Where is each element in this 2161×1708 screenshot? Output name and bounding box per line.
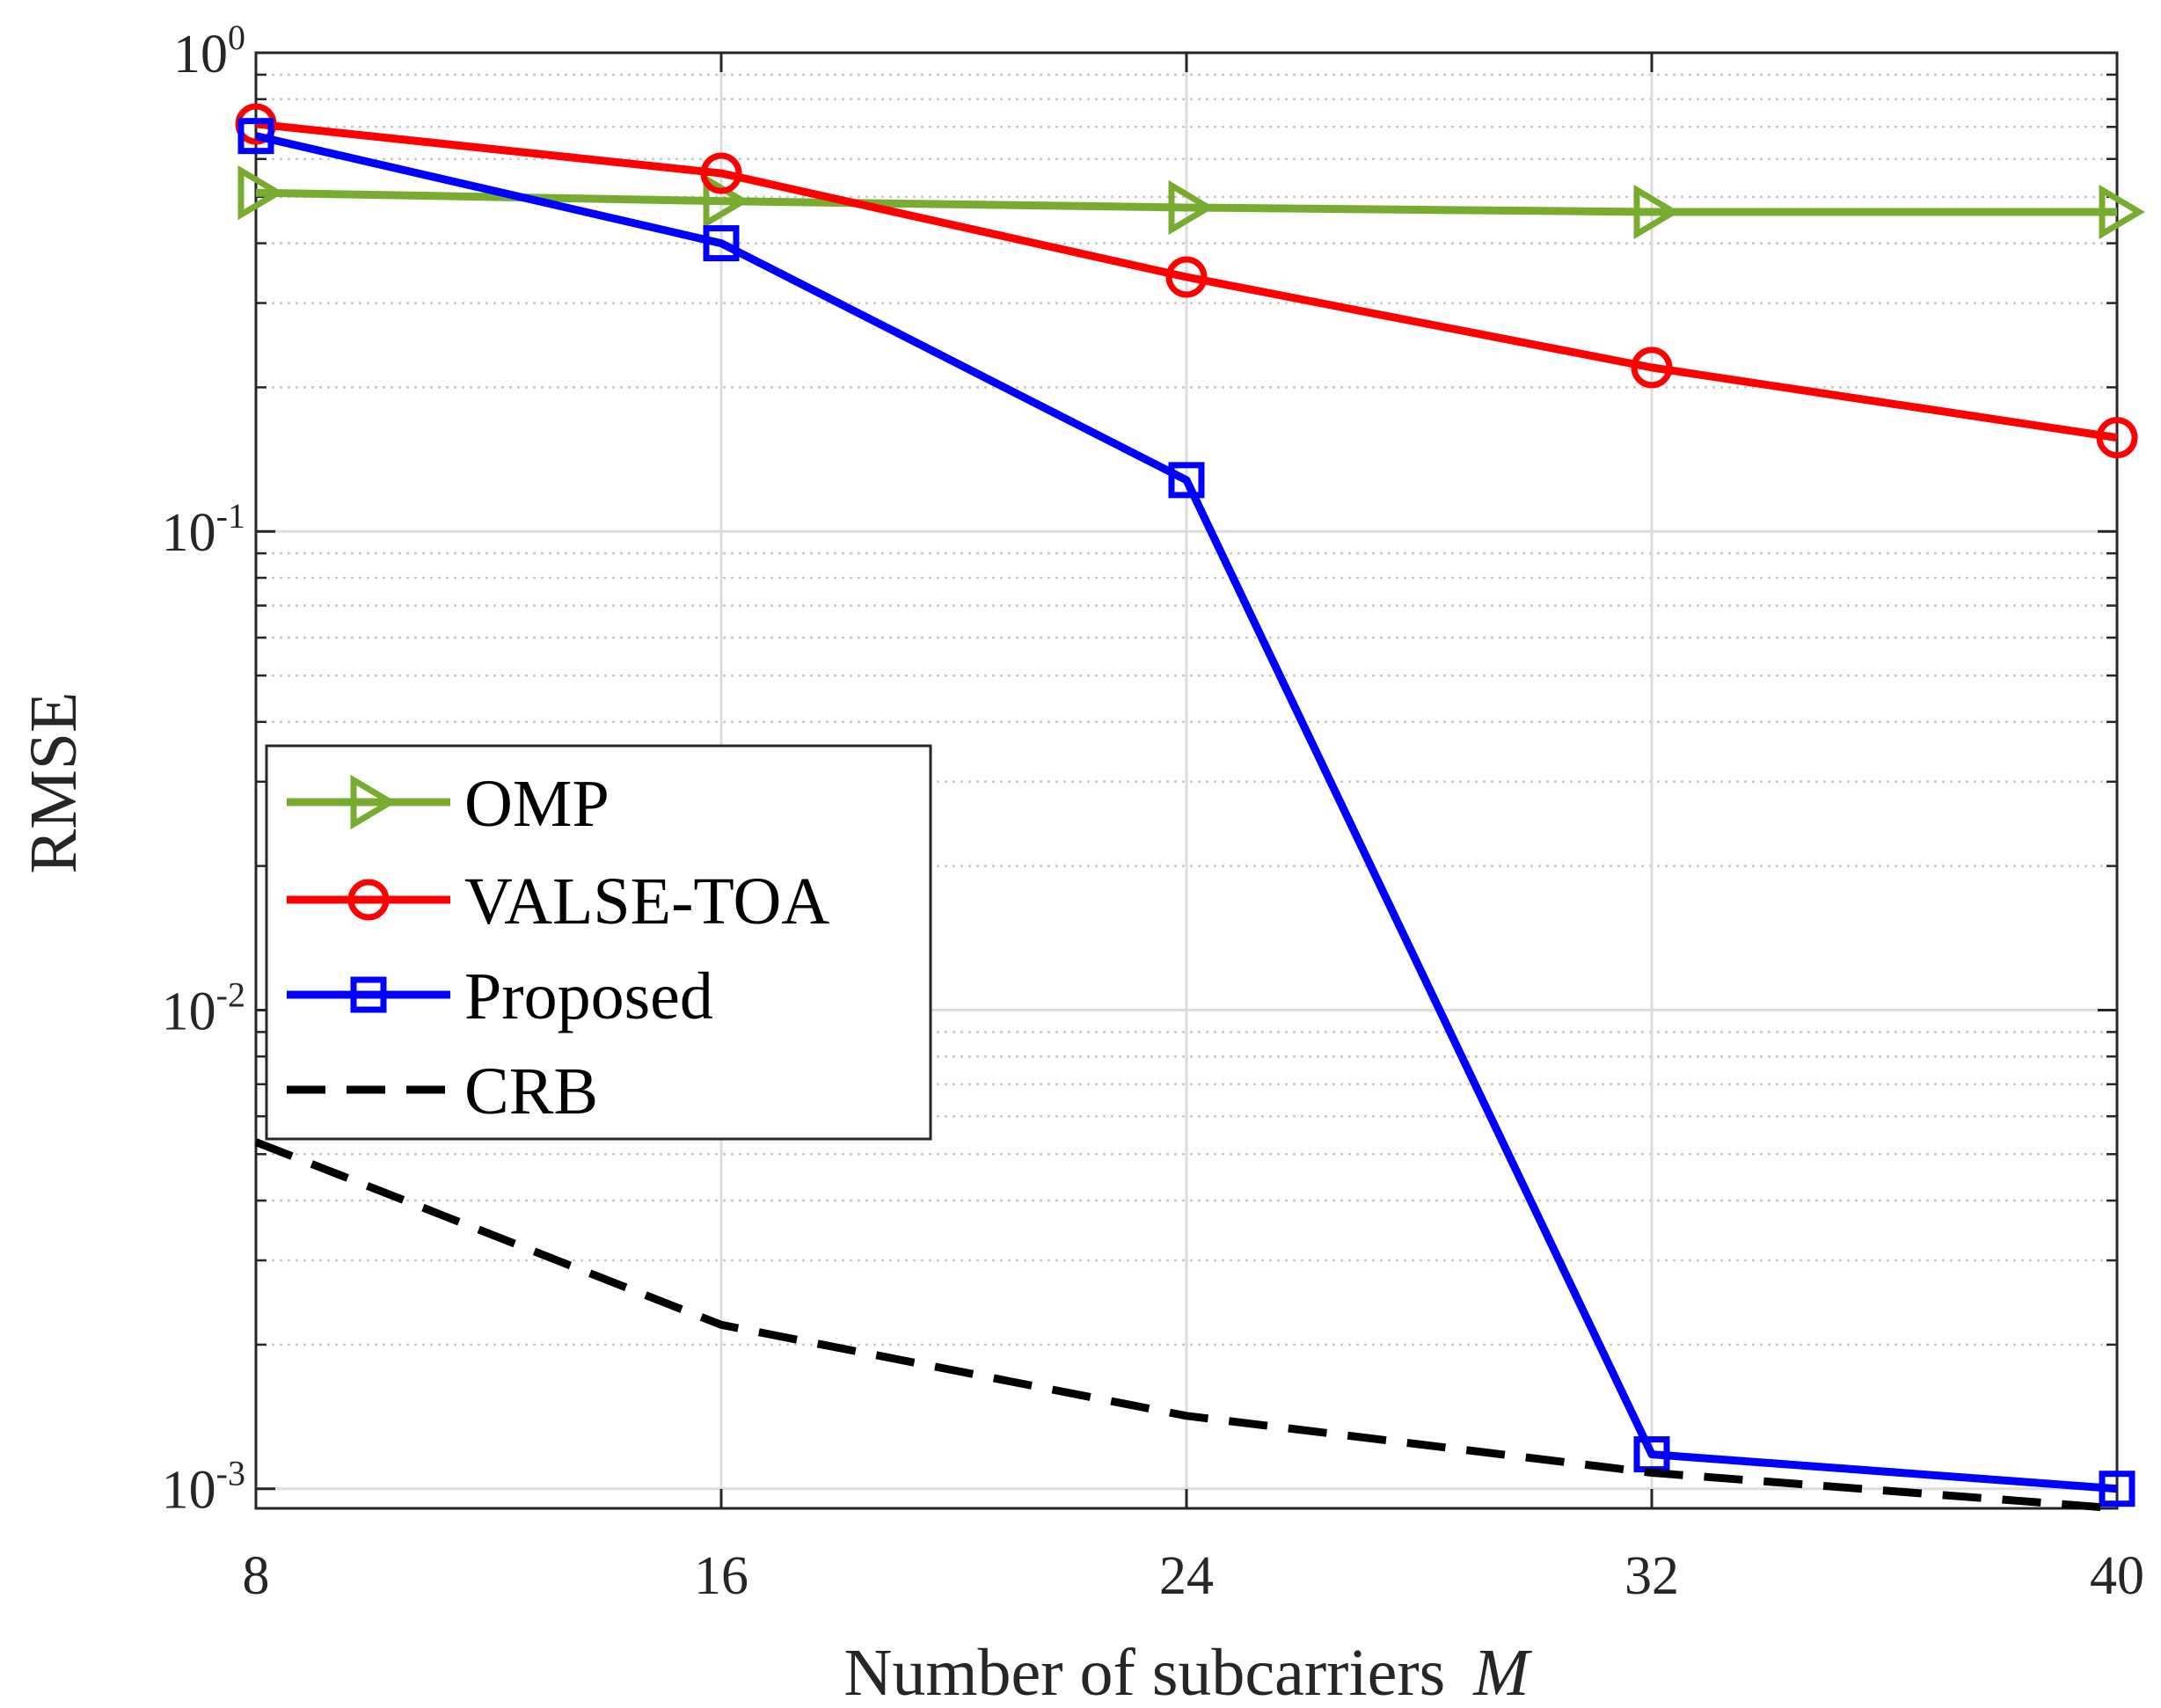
y-tick-exponent: 0 [228, 18, 245, 57]
legend-marker-proposed [350, 976, 387, 1013]
x-tick-labels: 8 16 24 32 40 [243, 1546, 2145, 1606]
legend-label-crb: CRB [464, 1055, 598, 1128]
series-proposed [237, 118, 2135, 1507]
marker-valse-toa [700, 152, 742, 194]
marker-proposed [1168, 462, 1205, 499]
y-tick-base: 10 [162, 503, 216, 563]
legend-item-proposed: Proposed [287, 960, 713, 1033]
marker-omp [1633, 184, 1680, 240]
axis-ticks [254, 51, 2119, 1508]
marker-omp [2099, 184, 2145, 240]
marker-valse-toa [1165, 256, 1208, 298]
y-tick-label: 100 [173, 18, 245, 84]
x-tick-label: 8 [243, 1546, 270, 1606]
legend-label-omp: OMP [464, 767, 610, 841]
marker-proposed [237, 118, 274, 155]
series-line-proposed [254, 132, 2118, 1493]
marker-valse-toa [1631, 347, 1673, 389]
x-tick-label: 24 [1159, 1546, 1214, 1606]
x-tick-label: 16 [694, 1546, 748, 1606]
x-axis-variable: M [1472, 1636, 1532, 1708]
marker-omp [1168, 179, 1215, 236]
legend: OMP VALSE-TOA Proposed CRB [265, 744, 932, 1141]
legend-item-valse-toa: VALSE-TOA [287, 865, 829, 938]
legend-marker-omp [350, 774, 397, 830]
y-tick-label: 10-1 [162, 496, 245, 563]
marker-valse-toa [2096, 417, 2138, 459]
series-line-omp [255, 188, 2117, 216]
y-tick-exponent: -2 [216, 974, 245, 1014]
x-axis-title-text: Number of subcarriers [843, 1636, 1445, 1708]
y-tick-exponent: -1 [216, 496, 245, 536]
marker-omp [237, 164, 284, 221]
x-tick-label: 32 [1624, 1546, 1679, 1606]
y-axis-title: RMSE [17, 692, 91, 874]
legend-marker-valse-toa [347, 879, 390, 921]
legend-item-omp: OMP [287, 767, 610, 841]
y-tick-label: 10-2 [162, 974, 245, 1041]
y-tick-exponent: -3 [216, 1454, 245, 1493]
y-tick-base: 10 [162, 1461, 216, 1521]
marker-proposed [2099, 1471, 2135, 1507]
series-line-valse-toa [255, 120, 2118, 442]
marker-proposed [703, 225, 740, 262]
y-tick-base: 10 [173, 25, 228, 84]
y-tick-base: 10 [162, 982, 216, 1041]
legend-label-valse-toa: VALSE-TOA [464, 865, 829, 938]
series-line-crb [254, 1138, 2118, 1513]
legend-label-proposed: Proposed [464, 960, 713, 1033]
series [235, 103, 2145, 1513]
y-tick-label: 10-3 [162, 1454, 245, 1521]
x-tick-label: 40 [2090, 1546, 2144, 1606]
x-axis-title: Number of subcarriers M [843, 1636, 1532, 1708]
series-crb [254, 1138, 2118, 1513]
legend-item-crb: CRB [287, 1055, 598, 1128]
series-omp [237, 164, 2145, 240]
